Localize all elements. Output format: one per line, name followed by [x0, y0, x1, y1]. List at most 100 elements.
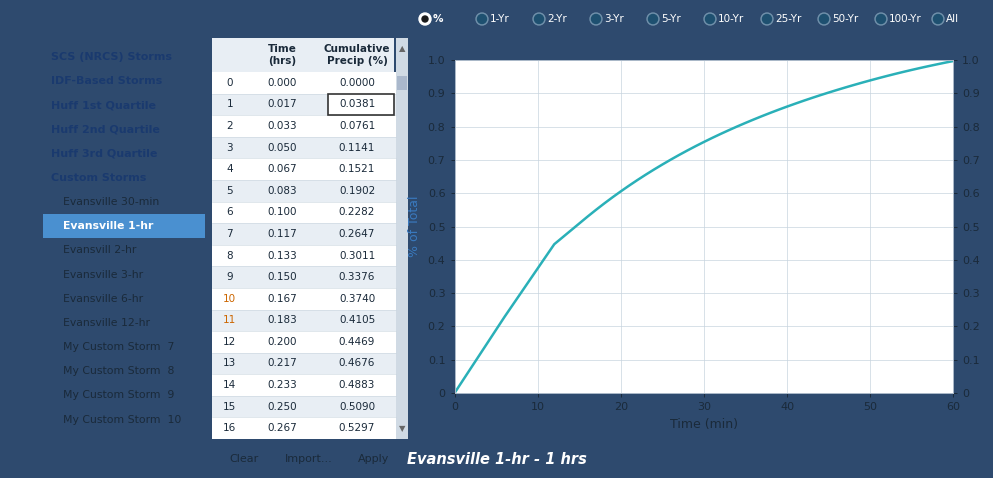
- Text: 15: 15: [223, 402, 236, 412]
- Text: 11: 11: [223, 315, 236, 326]
- Text: 5: 5: [226, 186, 233, 196]
- Text: 0.4676: 0.4676: [339, 358, 375, 369]
- Bar: [212, 72, 396, 94]
- Circle shape: [875, 13, 887, 25]
- Circle shape: [877, 14, 886, 23]
- Text: 0.0000: 0.0000: [339, 78, 375, 88]
- Y-axis label: % of Total: % of Total: [408, 196, 421, 257]
- Circle shape: [422, 16, 428, 22]
- Text: Time
(hrs): Time (hrs): [268, 44, 297, 66]
- Bar: [212, 288, 396, 309]
- Circle shape: [818, 13, 830, 25]
- Text: Evansville 3-hr: Evansville 3-hr: [63, 270, 143, 280]
- Text: 7: 7: [226, 229, 233, 239]
- Text: 9: 9: [226, 272, 233, 282]
- Text: All: All: [946, 14, 959, 24]
- Text: Import...: Import...: [285, 454, 333, 464]
- X-axis label: Time (min): Time (min): [670, 418, 738, 431]
- Bar: [212, 38, 394, 72]
- Text: 4: 4: [226, 164, 233, 174]
- Text: Huff 1st Quartile: Huff 1st Quartile: [51, 100, 156, 110]
- Text: 0.2282: 0.2282: [339, 207, 375, 217]
- Bar: [212, 94, 396, 115]
- Text: 1-Yr: 1-Yr: [490, 14, 509, 24]
- Circle shape: [648, 14, 657, 23]
- Text: 6: 6: [226, 207, 233, 217]
- Text: 3: 3: [226, 142, 233, 152]
- Circle shape: [478, 14, 487, 23]
- Text: 0.1902: 0.1902: [339, 186, 375, 196]
- Circle shape: [705, 14, 715, 23]
- Bar: [328, 94, 394, 115]
- Text: 100-Yr: 100-Yr: [889, 14, 922, 24]
- Text: 3-Yr: 3-Yr: [604, 14, 624, 24]
- Text: Huff 2nd Quartile: Huff 2nd Quartile: [51, 124, 160, 134]
- Text: ▼: ▼: [399, 424, 405, 433]
- Text: 1: 1: [226, 99, 233, 109]
- Text: 50-Yr: 50-Yr: [832, 14, 858, 24]
- Text: 0.167: 0.167: [268, 293, 298, 304]
- Bar: [212, 245, 396, 266]
- Bar: [212, 417, 396, 439]
- Text: 0.117: 0.117: [268, 229, 298, 239]
- Circle shape: [761, 13, 773, 25]
- Text: 0.150: 0.150: [268, 272, 297, 282]
- Bar: [212, 202, 396, 223]
- Text: 0.0761: 0.0761: [339, 121, 375, 131]
- Circle shape: [590, 13, 602, 25]
- Bar: [212, 115, 396, 137]
- Text: ▲: ▲: [399, 44, 405, 53]
- Text: 0.067: 0.067: [268, 164, 297, 174]
- Circle shape: [647, 13, 659, 25]
- Text: 0.4105: 0.4105: [339, 315, 375, 326]
- Text: 0.1141: 0.1141: [339, 142, 375, 152]
- Text: Huff 3rd Quartile: Huff 3rd Quartile: [51, 149, 158, 159]
- Text: 0.017: 0.017: [268, 99, 297, 109]
- Text: Apply: Apply: [357, 454, 389, 464]
- Text: 2-Yr: 2-Yr: [547, 14, 567, 24]
- Bar: [212, 353, 396, 374]
- Text: 10-Yr: 10-Yr: [718, 14, 744, 24]
- Text: IDF-Based Storms: IDF-Based Storms: [51, 76, 162, 86]
- Text: Evansville 30-min: Evansville 30-min: [63, 197, 159, 207]
- Bar: [212, 180, 396, 202]
- Text: 0.217: 0.217: [268, 358, 298, 369]
- Text: Cumulative
Precip (%): Cumulative Precip (%): [324, 44, 390, 66]
- Circle shape: [933, 14, 942, 23]
- Text: 0.233: 0.233: [268, 380, 298, 390]
- Text: Evansvill 2-hr: Evansvill 2-hr: [63, 245, 136, 255]
- Text: 0.050: 0.050: [268, 142, 297, 152]
- Text: My Custom Storm  9: My Custom Storm 9: [63, 391, 174, 401]
- Text: Evansville 1-hr: Evansville 1-hr: [63, 221, 153, 231]
- Bar: [212, 137, 396, 158]
- Text: 0.2647: 0.2647: [339, 229, 375, 239]
- Bar: [212, 331, 396, 353]
- Bar: [212, 309, 396, 331]
- Text: 0.5297: 0.5297: [339, 423, 375, 433]
- Text: 10: 10: [223, 293, 236, 304]
- Text: 0.4469: 0.4469: [339, 337, 375, 347]
- Circle shape: [476, 13, 488, 25]
- Text: 0.183: 0.183: [268, 315, 298, 326]
- Text: Evansville 6-hr: Evansville 6-hr: [63, 294, 143, 304]
- Text: 0.4883: 0.4883: [339, 380, 375, 390]
- Text: 0.133: 0.133: [268, 250, 298, 261]
- Text: 25-Yr: 25-Yr: [775, 14, 801, 24]
- Text: 0.3740: 0.3740: [339, 293, 375, 304]
- Text: Clear: Clear: [229, 454, 259, 464]
- Text: Evansville 1-hr - 1 hrs: Evansville 1-hr - 1 hrs: [406, 452, 587, 467]
- Bar: [44, 214, 206, 239]
- Text: 2: 2: [226, 121, 233, 131]
- Bar: [212, 158, 396, 180]
- Text: 0.250: 0.250: [268, 402, 297, 412]
- Text: 0.033: 0.033: [268, 121, 297, 131]
- Bar: [396, 38, 408, 439]
- Text: Evansville 12-hr: Evansville 12-hr: [63, 318, 150, 328]
- Bar: [212, 266, 396, 288]
- Text: 0.3376: 0.3376: [339, 272, 375, 282]
- Text: My Custom Storm  10: My Custom Storm 10: [63, 414, 181, 424]
- Circle shape: [534, 14, 543, 23]
- Text: 0.200: 0.200: [268, 337, 297, 347]
- Circle shape: [592, 14, 601, 23]
- Text: SCS (NRCS) Storms: SCS (NRCS) Storms: [51, 52, 172, 62]
